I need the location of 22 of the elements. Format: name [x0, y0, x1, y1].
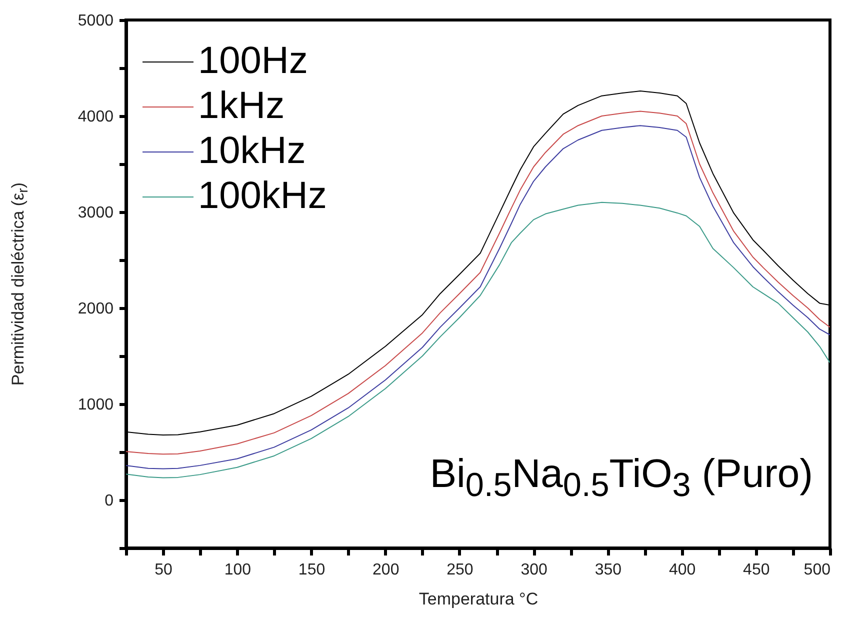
- x-tick-label: 150: [298, 562, 326, 578]
- x-tick-label: 450: [743, 562, 770, 578]
- y-tick-label: 3000: [78, 204, 114, 222]
- x-tick-label: 200: [372, 562, 400, 578]
- x-axis-title: Temperatura °C: [418, 590, 538, 608]
- y-tick-label: 0: [104, 492, 114, 510]
- y-tick-label: 4000: [78, 108, 114, 126]
- x-tick-label: 50: [154, 562, 173, 578]
- x-tick-label: 400: [668, 562, 696, 578]
- legend-label: 10kHz: [198, 130, 306, 172]
- x-tick-label: 250: [446, 562, 474, 578]
- y-tick-label: 1000: [78, 396, 114, 414]
- annotation: Bi$_{0.5}$Na$_{0.5}$TiO$_{3}$ (Puro): [430, 452, 813, 505]
- legend-label: 100Hz: [198, 40, 308, 82]
- x-tick-label: 300: [520, 562, 548, 578]
- legend-label: 1kHz: [198, 85, 285, 127]
- legend-label: 100kHz: [198, 175, 327, 217]
- x-tick-label: 350: [594, 562, 622, 578]
- x-tick-label: 500: [804, 562, 831, 578]
- x-tick-label: 100: [224, 562, 252, 578]
- y-tick-label: 5000: [78, 12, 114, 30]
- y-tick-label: 2000: [78, 300, 114, 318]
